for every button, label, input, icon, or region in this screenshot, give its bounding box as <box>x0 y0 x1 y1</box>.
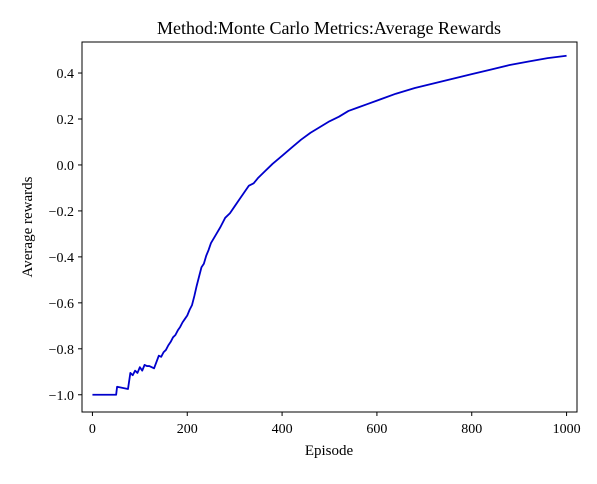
y-tick-label: −0.4 <box>49 251 74 266</box>
y-tick-label: 0.4 <box>57 67 75 82</box>
x-axis: 0 200 400 600 800 1000 <box>89 412 581 437</box>
x-tick-label: 200 <box>177 422 198 437</box>
series-line <box>92 54 567 396</box>
x-axis-label: Episode <box>305 443 354 459</box>
x-tick-label: 1000 <box>553 422 581 437</box>
y-tick-label: −0.2 <box>49 205 74 220</box>
y-tick-label: −0.8 <box>49 343 74 358</box>
x-tick-label: 0 <box>89 422 96 437</box>
plot-frame <box>81 41 578 413</box>
y-tick-label: 0.0 <box>57 159 75 174</box>
y-axis-label: Average rewards <box>20 176 36 277</box>
x-tick-label: 400 <box>272 422 293 437</box>
y-axis: −1.0 −0.8 −0.6 −0.4 −0.2 0.0 0.2 0.4 <box>49 67 82 404</box>
x-tick-label: 800 <box>461 422 482 437</box>
y-tick-label: −1.0 <box>49 389 74 404</box>
y-tick-label: −0.6 <box>49 297 74 312</box>
chart-title: Method:Monte Carlo Metrics:Average Rewar… <box>157 18 501 38</box>
plot-area <box>81 41 578 413</box>
x-tick-label: 600 <box>366 422 387 437</box>
y-tick-label: 0.2 <box>57 113 75 128</box>
